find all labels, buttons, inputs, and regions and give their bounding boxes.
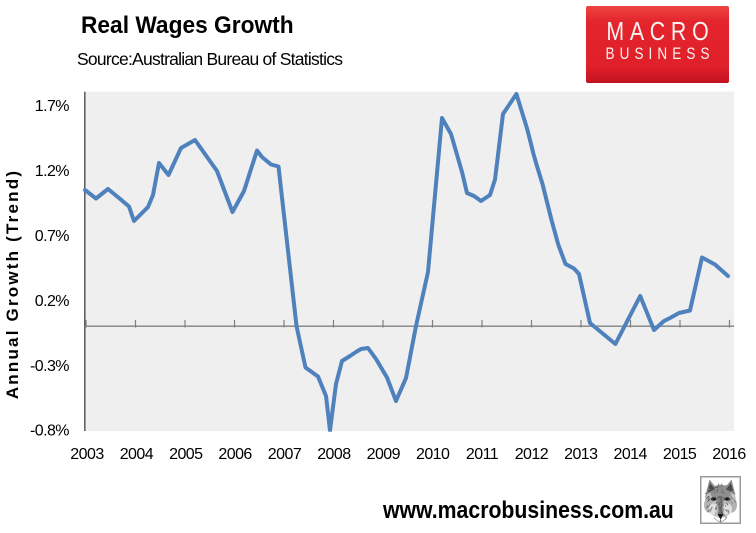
svg-text:0.7%: 0.7% xyxy=(35,228,70,245)
svg-text:2005: 2005 xyxy=(169,446,203,463)
svg-text:2003: 2003 xyxy=(70,446,104,463)
svg-text:2013: 2013 xyxy=(564,446,598,463)
svg-text:-0.8%: -0.8% xyxy=(30,423,69,440)
svg-text:1.2%: 1.2% xyxy=(35,163,70,180)
svg-text:0.2%: 0.2% xyxy=(35,293,70,310)
svg-text:2016: 2016 xyxy=(712,446,746,463)
svg-text:1.7%: 1.7% xyxy=(35,98,70,115)
svg-text:-0.3%: -0.3% xyxy=(30,358,69,375)
svg-text:2012: 2012 xyxy=(515,446,549,463)
svg-text:2011: 2011 xyxy=(466,446,499,463)
svg-text:2010: 2010 xyxy=(416,446,450,463)
svg-text:2008: 2008 xyxy=(317,446,351,463)
svg-text:2006: 2006 xyxy=(218,446,252,463)
svg-text:Annual Growth (Trend): Annual Growth (Trend) xyxy=(3,169,22,399)
svg-text:2004: 2004 xyxy=(120,446,154,463)
svg-text:2009: 2009 xyxy=(367,446,401,463)
svg-text:2007: 2007 xyxy=(268,446,302,463)
svg-text:2015: 2015 xyxy=(663,446,697,463)
svg-text:2014: 2014 xyxy=(613,446,647,463)
